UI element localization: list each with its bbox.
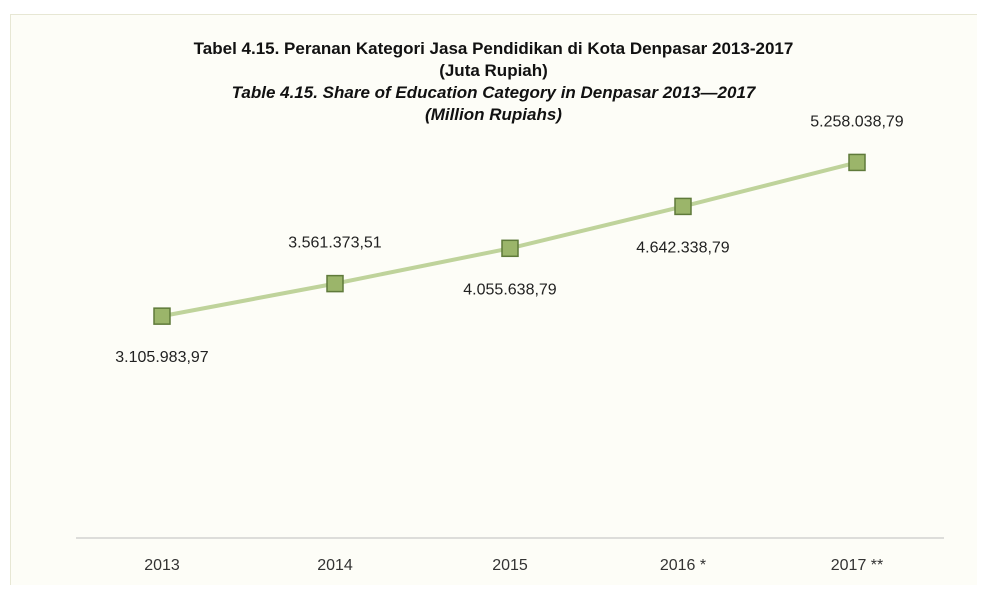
data-point-2015 [501,239,519,258]
x-tick-label-2014: 2014 [317,557,353,574]
x-tick-label-2017: 2017 ** [831,557,884,574]
data-point-2016 [674,197,692,216]
x-tick-label-2015: 2015 [492,557,528,574]
data-label-2016: 4.642.338,79 [636,239,730,256]
x-tick-label-2016: 2016 * [660,557,706,574]
chart-title-id: Tabel 4.15. Peranan Kategori Jasa Pendid… [193,39,794,58]
chart-title-id-unit: (Juta Rupiah) [439,61,548,80]
chart-title-en-unit: (Million Rupiahs) [425,105,562,124]
data-point-2013 [153,307,171,325]
ticks-group: 2013 2014 2015 2016 * 2017 ** [144,557,883,574]
chart-frame [10,14,977,585]
data-point-2014 [326,274,344,293]
data-label-2015: 4.055.638,79 [463,281,557,298]
x-tick-label-2013: 2013 [144,557,180,574]
data-label-2014: 3.561.373,51 [288,235,382,252]
data-label-2013: 3.105.983,97 [115,349,209,366]
chart-title-en: Table 4.15. Share of Education Category … [231,83,756,102]
chart-titles: Tabel 4.15. Peranan Kategori Jasa Pendid… [0,38,987,126]
series-group [153,153,866,325]
data-label-2017: 5.258.038,79 [810,113,904,130]
labels-group: 3.105.983,97 3.561.373,51 4.055.638,79 4.64… [115,113,904,366]
data-point-2017 [848,153,866,172]
